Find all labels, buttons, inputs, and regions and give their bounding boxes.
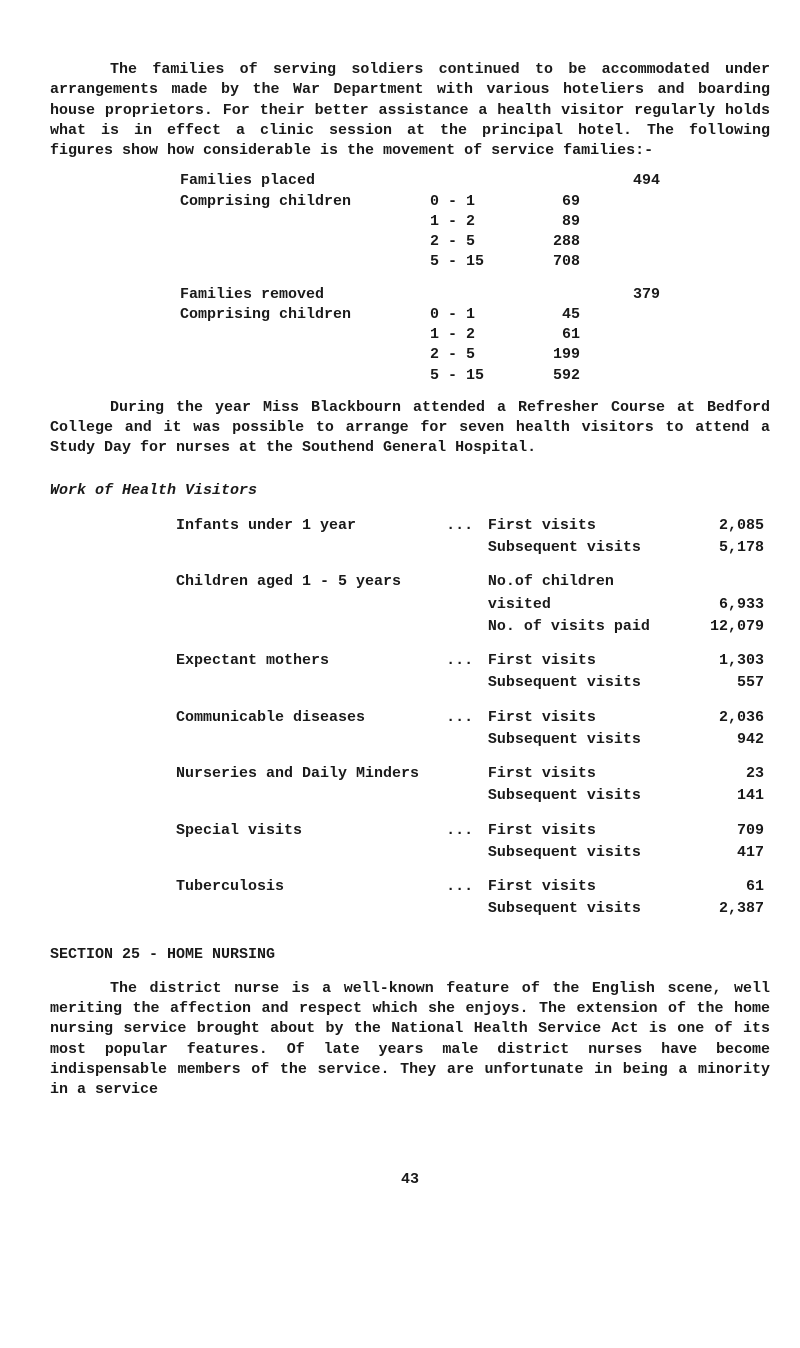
number: 5,178 [690,537,770,559]
category: Tuberculosis [170,876,440,898]
table-families-placed: Families placed 494 Comprising children … [170,171,670,272]
dots: ... [440,650,482,672]
page-number: 43 [50,1170,770,1190]
heading-section-25: SECTION 25 - HOME NURSING [50,945,770,965]
number: 2,036 [690,707,770,729]
para-families-intro: The families of serving soldiers continu… [50,60,770,161]
metric: First visits [482,820,690,842]
heading-work-of-health-visitors: Work of Health Visitors [50,481,770,501]
category: Infants under 1 year [170,515,440,537]
number: 417 [690,842,770,864]
value: 288 [510,232,590,252]
metric: No. of visits paid [482,616,690,638]
category: Expectant mothers [170,650,440,672]
para-refresher-course: During the year Miss Blackbourn attended… [50,398,770,459]
comprising-children-label: Comprising children [170,192,420,212]
value: 61 [510,325,590,345]
number: 942 [690,729,770,751]
value: 45 [510,305,590,325]
category: Communicable diseases [170,707,440,729]
value: 89 [510,212,590,232]
table-work-health-visitors: Infants under 1 year ... First visits 2,… [170,515,770,921]
range: 1 - 2 [420,212,510,232]
metric: No.of children [482,571,690,593]
value: 708 [510,252,590,272]
page: The families of serving soldiers continu… [0,0,800,1246]
value: 592 [510,366,590,386]
table-families-removed: Families removed 379 Comprising children… [170,285,670,386]
range: 2 - 5 [420,345,510,365]
dots [440,571,482,593]
number: 1,303 [690,650,770,672]
range: 1 - 2 [420,325,510,345]
range: 5 - 15 [420,366,510,386]
number: 23 [690,763,770,785]
range: 2 - 5 [420,232,510,252]
range: 0 - 1 [420,192,510,212]
metric: First visits [482,707,690,729]
number: 709 [690,820,770,842]
category: Special visits [170,820,440,842]
metric: Subsequent visits [482,729,690,751]
number: 557 [690,672,770,694]
metric: First visits [482,650,690,672]
dots [440,763,482,785]
metric: visited [482,594,690,616]
metric: Subsequent visits [482,537,690,559]
metric: First visits [482,515,690,537]
number: 12,079 [690,616,770,638]
range: 5 - 15 [420,252,510,272]
category: Nurseries and Daily Minders [170,763,440,785]
range: 0 - 1 [420,305,510,325]
para-district-nurse: The district nurse is a well-known featu… [50,979,770,1101]
comprising-children-label: Comprising children [170,305,420,325]
number: 141 [690,785,770,807]
number: 2,085 [690,515,770,537]
families-placed-label: Families placed [170,171,420,191]
dots: ... [440,876,482,898]
category: Children aged 1 - 5 years [170,571,440,593]
value: 199 [510,345,590,365]
number: 6,933 [690,594,770,616]
metric: Subsequent visits [482,672,690,694]
value: 69 [510,192,590,212]
metric: Subsequent visits [482,842,690,864]
number: 2,387 [690,898,770,920]
metric: Subsequent visits [482,898,690,920]
dots: ... [440,820,482,842]
number [690,571,770,593]
dots: ... [440,515,482,537]
dots: ... [440,707,482,729]
metric: First visits [482,876,690,898]
families-removed-total: 379 [590,285,670,305]
families-removed-label: Families removed [170,285,420,305]
metric: Subsequent visits [482,785,690,807]
metric: First visits [482,763,690,785]
number: 61 [690,876,770,898]
families-placed-total: 494 [590,171,670,191]
